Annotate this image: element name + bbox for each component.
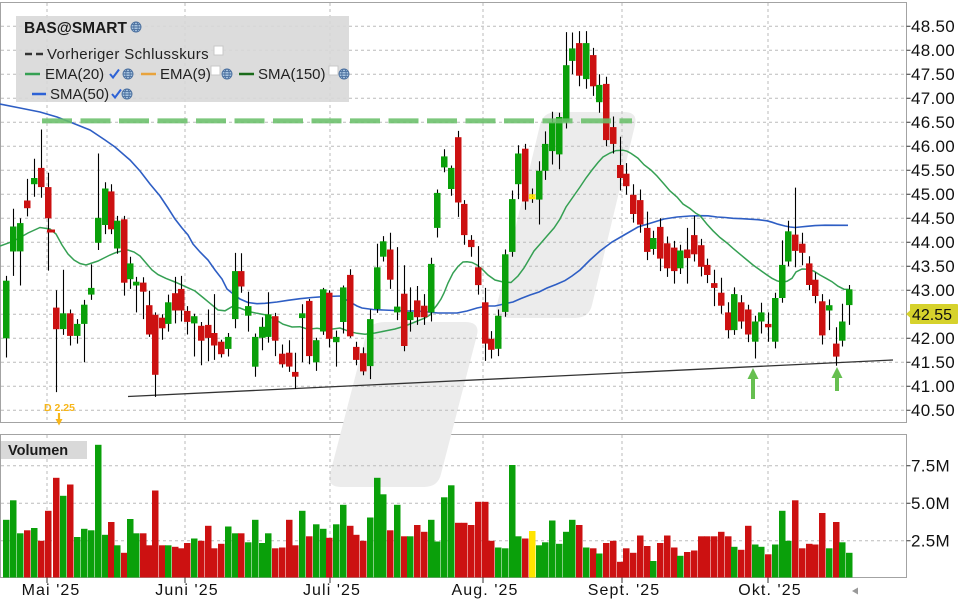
svg-text:42.55: 42.55 [912,307,952,324]
svg-text:42.00: 42.00 [911,329,955,348]
svg-text:EMA(20): EMA(20) [45,66,104,83]
svg-text:Sept. '25: Sept. '25 [588,582,661,599]
svg-text:2.5M: 2.5M [911,531,950,550]
svg-text:44.50: 44.50 [911,209,955,228]
svg-text:43.50: 43.50 [911,257,955,276]
svg-text:40.50: 40.50 [911,401,955,420]
svg-text:47.50: 47.50 [911,65,955,84]
svg-text:Aug. '25: Aug. '25 [451,582,518,599]
svg-text:47.00: 47.00 [911,89,955,108]
svg-text:45.50: 45.50 [911,161,955,180]
svg-text:41.00: 41.00 [911,377,955,396]
svg-text:48.00: 48.00 [911,41,955,60]
svg-text:7.5M: 7.5M [911,456,950,475]
svg-text:43.00: 43.00 [911,281,955,300]
svg-text:D 2.25: D 2.25 [44,402,75,414]
svg-text:Vorheriger Schlusskurs: Vorheriger Schlusskurs [47,46,209,63]
svg-text:44.00: 44.00 [911,233,955,252]
svg-text:Juli '25: Juli '25 [303,582,361,599]
svg-text:Juni '25: Juni '25 [155,582,218,599]
svg-text:46.00: 46.00 [911,137,955,156]
svg-text:SMA(50): SMA(50) [50,86,109,103]
svg-text:Mai '25: Mai '25 [22,582,81,599]
svg-text:45.00: 45.00 [911,185,955,204]
svg-text:Okt. '25: Okt. '25 [738,582,801,599]
svg-text:48.50: 48.50 [911,17,955,36]
svg-text:46.50: 46.50 [911,113,955,132]
svg-text:BAS@SMART: BAS@SMART [24,20,127,37]
svg-text:41.50: 41.50 [911,353,955,372]
svg-text:SMA(150): SMA(150) [258,66,326,83]
svg-text:Volumen: Volumen [8,443,68,459]
svg-text:EMA(9): EMA(9) [160,66,211,83]
svg-text:5.0M: 5.0M [911,494,950,513]
